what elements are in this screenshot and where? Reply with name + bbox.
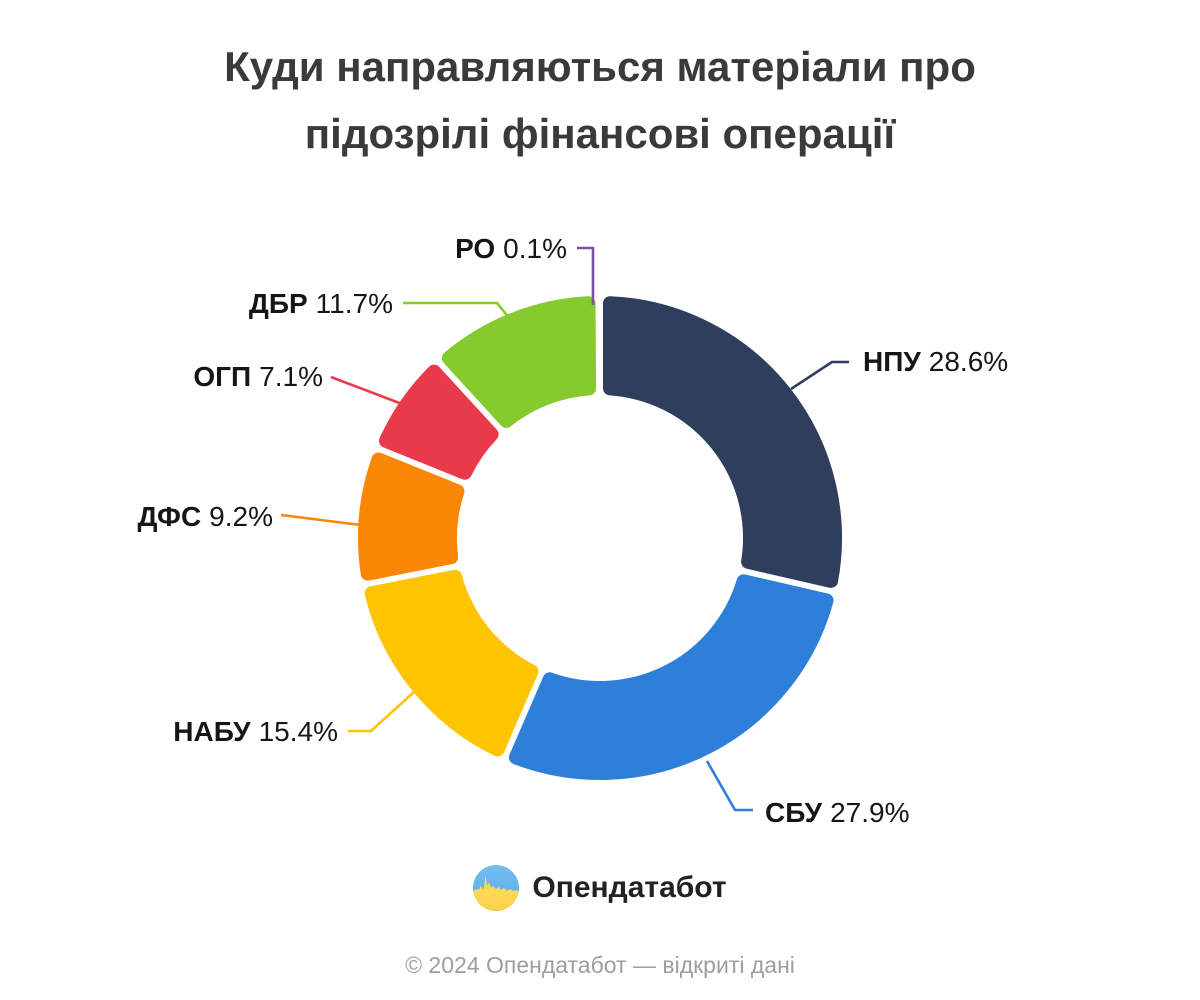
leader-line-sbu xyxy=(705,760,753,812)
slice-label-name-nabu: НАБУ xyxy=(173,716,251,747)
donut-segment-npu xyxy=(602,296,842,588)
slice-label-value-npu: 28.6% xyxy=(929,346,1008,377)
slice-label-dbr: ДБР 11.7% xyxy=(249,288,393,319)
slice-label-name-dfs: ДФС xyxy=(137,501,201,532)
slice-label-npu: НПУ 28.6% xyxy=(863,346,1008,377)
opendatabot-logo: Опендатабот xyxy=(0,862,1200,914)
slice-label-value-dfs: 9.2% xyxy=(209,501,273,532)
leader-line-nabu xyxy=(348,691,415,733)
slice-label-value-ogp: 7.1% xyxy=(259,361,323,392)
slice-label-nabu: НАБУ 15.4% xyxy=(173,716,338,747)
chart-title: Куди направляються матеріали про підозрі… xyxy=(0,33,1200,167)
slice-label-dfs: ДФС 9.2% xyxy=(137,501,273,532)
leader-line-ogp xyxy=(330,375,403,406)
slice-label-name-ro: РО xyxy=(455,233,495,264)
leader-line-npu xyxy=(790,360,849,391)
chart-title-line2: підозрілі фінансові операції xyxy=(304,110,896,157)
leader-line-ro xyxy=(577,246,595,305)
slice-label-value-dbr: 11.7% xyxy=(316,288,393,319)
donut-segment-nabu xyxy=(364,569,539,757)
slice-label-name-ogp: ОГП xyxy=(193,361,251,392)
donut-segment-sbu xyxy=(508,574,834,780)
slice-label-name-dbr: ДБР xyxy=(249,288,308,319)
opendatabot-logo-text: Опендатабот xyxy=(532,871,727,904)
leader-line-dfs xyxy=(280,513,362,527)
flag-yellow-skyline xyxy=(473,875,520,911)
donut-segment-dbr xyxy=(441,296,597,428)
donut-segment-ogp xyxy=(378,364,499,480)
slice-label-value-nabu: 15.4% xyxy=(259,716,338,747)
slice-label-name-sbu: СБУ xyxy=(765,797,823,828)
slice-label-sbu: СБУ 27.9% xyxy=(765,797,909,828)
leader-line-dbr xyxy=(403,301,516,325)
slice-label-name-npu: НПУ xyxy=(863,346,921,377)
copyright-text: © 2024 Опендатабот — відкриті дані xyxy=(405,952,795,978)
opendatabot-logo-icon xyxy=(473,865,520,911)
slice-label-ro: РО 0.1% xyxy=(455,233,567,264)
slice-label-ogp: ОГП 7.1% xyxy=(193,361,323,392)
chart-title-line1: Куди направляються матеріали про xyxy=(224,43,976,90)
slice-label-value-ro: 0.1% xyxy=(503,233,567,264)
donut-segment-dfs xyxy=(358,452,465,581)
slice-label-value-sbu: 27.9% xyxy=(830,797,909,828)
